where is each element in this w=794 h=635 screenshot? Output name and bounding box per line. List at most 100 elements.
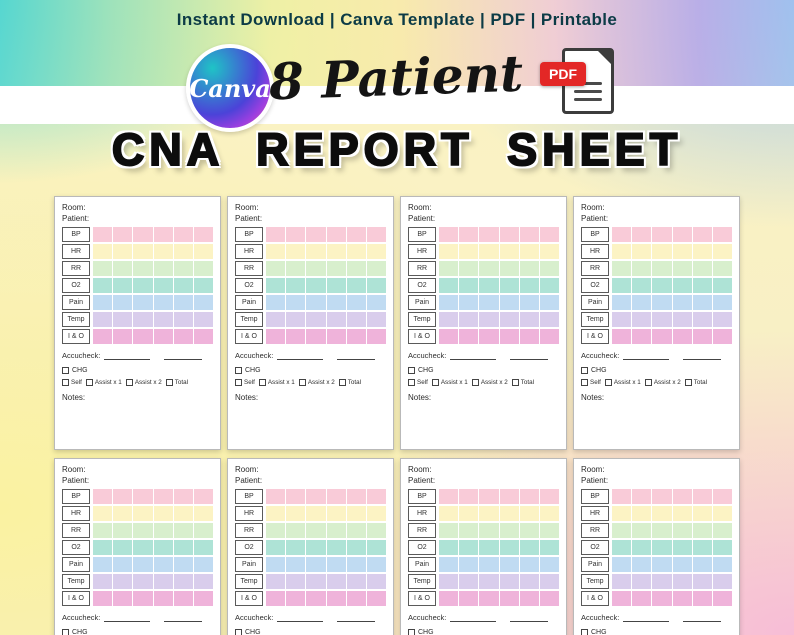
vital-cell[interactable] xyxy=(345,295,366,310)
vital-cell[interactable] xyxy=(266,540,285,555)
vital-cell[interactable] xyxy=(345,261,366,276)
vital-cell[interactable] xyxy=(538,312,559,327)
vital-cell[interactable] xyxy=(132,261,152,276)
vital-cell[interactable] xyxy=(498,557,519,572)
vital-cell[interactable] xyxy=(711,591,732,606)
assist-checkbox[interactable] xyxy=(511,379,519,386)
vital-cell[interactable] xyxy=(518,574,539,589)
vital-cell[interactable] xyxy=(345,227,366,242)
vital-cell[interactable] xyxy=(266,244,285,259)
vital-cell[interactable] xyxy=(93,244,112,259)
vital-cell[interactable] xyxy=(365,227,386,242)
vital-cell[interactable] xyxy=(518,278,539,293)
vital-cell[interactable] xyxy=(266,295,285,310)
vital-cell[interactable] xyxy=(285,591,305,606)
vital-cell[interactable] xyxy=(671,489,692,504)
vital-cell[interactable] xyxy=(439,523,458,538)
vital-cell[interactable] xyxy=(691,261,712,276)
vital-cell[interactable] xyxy=(612,329,631,344)
vital-cell[interactable] xyxy=(439,591,458,606)
vital-cell[interactable] xyxy=(365,591,386,606)
vital-cell[interactable] xyxy=(132,574,152,589)
vital-cell[interactable] xyxy=(439,489,458,504)
vital-cell[interactable] xyxy=(458,557,478,572)
vital-cell[interactable] xyxy=(112,278,132,293)
vital-cell[interactable] xyxy=(152,506,173,521)
vital-cell[interactable] xyxy=(518,506,539,521)
vital-cell[interactable] xyxy=(266,557,285,572)
vital-cell[interactable] xyxy=(478,557,498,572)
vital-cell[interactable] xyxy=(93,506,112,521)
vital-cell[interactable] xyxy=(132,489,152,504)
accucheck-field-1[interactable] xyxy=(623,613,670,622)
vital-cell[interactable] xyxy=(498,506,519,521)
vital-cell[interactable] xyxy=(345,278,366,293)
vital-cell[interactable] xyxy=(711,261,732,276)
vital-cell[interactable] xyxy=(325,557,346,572)
vital-cell[interactable] xyxy=(192,574,213,589)
chg-checkbox[interactable] xyxy=(62,367,69,374)
vital-cell[interactable] xyxy=(305,506,325,521)
vital-cell[interactable] xyxy=(132,227,152,242)
vital-cell[interactable] xyxy=(458,312,478,327)
vital-cell[interactable] xyxy=(132,329,152,344)
vital-cell[interactable] xyxy=(305,261,325,276)
vital-cell[interactable] xyxy=(478,540,498,555)
assist-checkbox[interactable] xyxy=(338,379,346,386)
vital-cell[interactable] xyxy=(478,329,498,344)
accucheck-field-1[interactable] xyxy=(450,351,497,360)
vital-cell[interactable] xyxy=(132,506,152,521)
vital-cell[interactable] xyxy=(478,506,498,521)
vital-cell[interactable] xyxy=(93,312,112,327)
vital-cell[interactable] xyxy=(612,591,631,606)
vital-cell[interactable] xyxy=(631,295,651,310)
vital-cell[interactable] xyxy=(671,244,692,259)
vital-cell[interactable] xyxy=(192,489,213,504)
vital-cell[interactable] xyxy=(711,506,732,521)
vital-cell[interactable] xyxy=(711,295,732,310)
vital-cell[interactable] xyxy=(93,574,112,589)
vital-cell[interactable] xyxy=(93,557,112,572)
vital-cell[interactable] xyxy=(631,591,651,606)
vital-cell[interactable] xyxy=(538,295,559,310)
vital-cell[interactable] xyxy=(172,591,193,606)
vital-cell[interactable] xyxy=(305,244,325,259)
assist-checkbox[interactable] xyxy=(581,379,588,386)
vital-cell[interactable] xyxy=(192,261,213,276)
vital-cell[interactable] xyxy=(345,540,366,555)
vital-cell[interactable] xyxy=(266,312,285,327)
vital-cell[interactable] xyxy=(93,540,112,555)
chg-checkbox[interactable] xyxy=(408,367,415,374)
vital-cell[interactable] xyxy=(671,523,692,538)
accucheck-field-2[interactable] xyxy=(164,351,203,360)
vital-cell[interactable] xyxy=(365,244,386,259)
vital-cell[interactable] xyxy=(132,540,152,555)
vital-cell[interactable] xyxy=(518,557,539,572)
notes-area[interactable] xyxy=(408,402,559,450)
vital-cell[interactable] xyxy=(691,557,712,572)
vital-cell[interactable] xyxy=(631,557,651,572)
vital-cell[interactable] xyxy=(266,278,285,293)
vital-cell[interactable] xyxy=(651,295,671,310)
vital-cell[interactable] xyxy=(691,574,712,589)
accucheck-field-1[interactable] xyxy=(104,351,151,360)
accucheck-field-1[interactable] xyxy=(104,613,151,622)
vital-cell[interactable] xyxy=(192,540,213,555)
vital-cell[interactable] xyxy=(691,329,712,344)
vital-cell[interactable] xyxy=(631,278,651,293)
vital-cell[interactable] xyxy=(711,557,732,572)
vital-cell[interactable] xyxy=(612,506,631,521)
vital-cell[interactable] xyxy=(518,244,539,259)
vital-cell[interactable] xyxy=(132,278,152,293)
vital-cell[interactable] xyxy=(651,506,671,521)
vital-cell[interactable] xyxy=(325,227,346,242)
notes-area[interactable] xyxy=(62,402,213,450)
vital-cell[interactable] xyxy=(266,523,285,538)
chg-checkbox[interactable] xyxy=(235,629,242,635)
vital-cell[interactable] xyxy=(711,244,732,259)
assist-checkbox[interactable] xyxy=(298,379,306,386)
vital-cell[interactable] xyxy=(112,227,132,242)
vital-cell[interactable] xyxy=(325,489,346,504)
vital-cell[interactable] xyxy=(266,329,285,344)
vital-cell[interactable] xyxy=(631,227,651,242)
